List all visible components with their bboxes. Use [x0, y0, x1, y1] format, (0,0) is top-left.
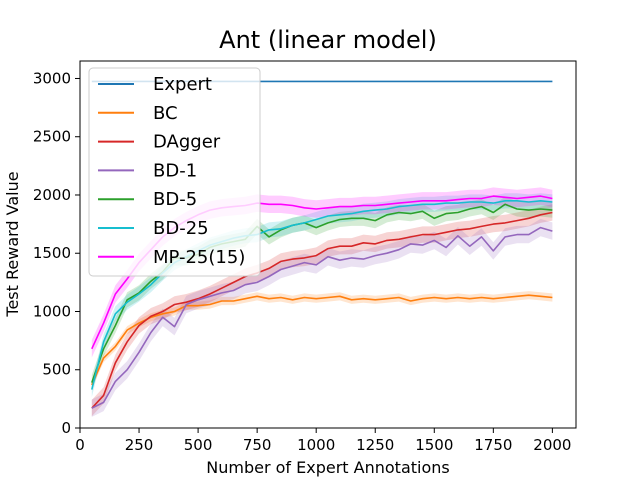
- x-tick-label: 1750: [474, 436, 512, 454]
- band-bd-1: [91, 218, 553, 417]
- y-tick-label: 2500: [33, 128, 71, 146]
- y-tick-label: 500: [42, 361, 71, 379]
- y-tick-label: 0: [61, 419, 71, 437]
- legend-label-expert: Expert: [153, 74, 212, 95]
- line-dagger: [91, 211, 553, 409]
- x-axis-label: Number of Expert Annotations: [206, 458, 449, 477]
- legend-box: [88, 67, 261, 277]
- x-tick-label: 750: [243, 436, 272, 454]
- y-tick-label: 1000: [33, 302, 71, 320]
- legend-label-bd-25: BD-25: [153, 218, 209, 239]
- x-tick-label: 1250: [356, 436, 394, 454]
- band-bc: [91, 291, 553, 389]
- y-tick-label: 3000: [33, 69, 71, 87]
- legend-label-bd-1: BD-1: [153, 160, 197, 181]
- y-tick-label: 2000: [33, 186, 71, 204]
- legend-label-mp-25-15: MP-25(15): [153, 247, 245, 268]
- legend-label-bd-5: BD-5: [153, 189, 197, 210]
- axes: 0 250 500 750 1000 1250 1500 1750 2000 0 500 1000 15…: [33, 60, 577, 454]
- line-bd-1: [91, 226, 553, 409]
- plot-frame: [79, 60, 577, 429]
- y-axis-label: Test Reward Value: [3, 171, 22, 317]
- x-tick-label: 2000: [533, 436, 571, 454]
- x-tick-label: 0: [75, 436, 85, 454]
- legend-label-dagger: DAgger: [153, 132, 221, 153]
- x-tick-label: 1500: [415, 436, 453, 454]
- chart-title: Ant (linear model): [219, 26, 437, 54]
- x-tick-label: 250: [125, 436, 154, 454]
- legend-label-bc: BC: [153, 103, 178, 124]
- x-tick-label: 500: [184, 436, 213, 454]
- y-tick-label: 1500: [33, 244, 71, 262]
- line-bc: [91, 294, 553, 386]
- legend: Expert BC DAgger BD-1 BD-5 BD-25 MP-25(15): [88, 67, 261, 277]
- x-tick-label: 1000: [297, 436, 335, 454]
